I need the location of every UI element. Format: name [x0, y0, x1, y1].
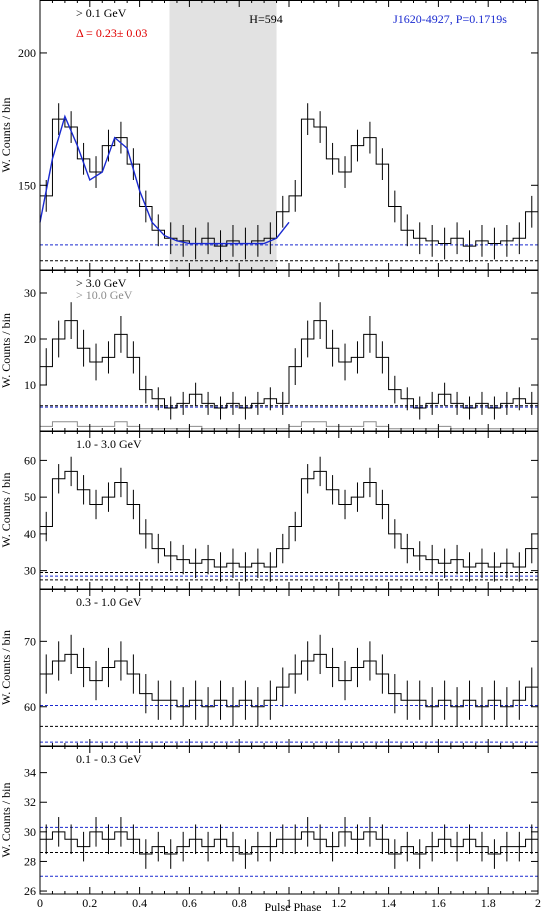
- panel-3: 30 40 50 60 1.0 - 3.0 GeV W. Counts / bin: [0, 431, 539, 590]
- x-tick-label: 0: [37, 896, 43, 910]
- y-axis-label: W. Counts / bin: [0, 783, 13, 858]
- panel-frame: [39, 0, 539, 271]
- y-axis-label: W. Counts / bin: [0, 630, 13, 705]
- model-curve: [39, 114, 290, 245]
- x-tick-label: 1.4: [381, 896, 396, 910]
- y-tick-label: 30: [24, 564, 36, 578]
- x-tick-label: 0.6: [182, 896, 197, 910]
- y-axis-label: W. Counts / bin: [0, 313, 13, 388]
- y-axis-label: W. Counts / bin: [0, 98, 13, 173]
- histogram: [40, 470, 538, 568]
- panel-title: 1.0 - 3.0 GeV: [76, 437, 142, 451]
- x-tick-label: 2: [535, 896, 541, 910]
- y-axis-label: W. Counts / bin: [0, 473, 13, 548]
- histogram: [40, 118, 538, 247]
- delta-label: Δ = 0.23± 0.03: [76, 26, 147, 40]
- x-tick-label: 0.8: [232, 896, 247, 910]
- panel-title: 0.3 - 1.0 GeV: [76, 595, 142, 609]
- y-tick-label: 70: [24, 634, 36, 648]
- y-tick-label: 50: [24, 490, 36, 504]
- y-tick-label: 32: [24, 795, 36, 809]
- x-tick-label: 1.6: [431, 896, 446, 910]
- htest-label: H=594: [249, 12, 282, 26]
- y-tick-label: 40: [24, 527, 36, 541]
- x-tick-label: 1.2: [331, 896, 346, 910]
- x-axis-label: Pulse Phase: [265, 900, 322, 914]
- y-tick-label: 10: [24, 378, 36, 392]
- panel-5: 26 28 30 32 34 0 0.2 0.4 0.6 0.8 1 1.2 1.4 1.6 1.8 2 0.1…: [0, 746, 541, 910]
- panel-1: 150 200 > 0.1 GeV W. Counts / bin: [0, 0, 539, 271]
- y-tick-label: 20: [24, 332, 36, 346]
- panel-title: > 3.0 GeV: [76, 276, 127, 290]
- y-tick-label: 200: [18, 46, 36, 60]
- histogram: [40, 653, 538, 708]
- panel-title: > 0.1 GeV: [76, 6, 127, 20]
- histogram: [40, 320, 538, 409]
- y-tick-label: 30: [24, 286, 36, 300]
- y-tick-label: 30: [24, 825, 36, 839]
- y-tick-label: 28: [24, 854, 36, 868]
- x-tick-label: 0.4: [132, 896, 147, 910]
- y-tick-label: 26: [24, 884, 36, 898]
- y-tick-label: 60: [24, 453, 36, 467]
- y-tick-label: 150: [18, 178, 36, 192]
- offpulse-region: [169, 0, 277, 270]
- y-tick-label: 34: [24, 766, 36, 780]
- x-tick-label: 0.2: [82, 896, 97, 910]
- x-tick-label: 1: [286, 896, 292, 910]
- panel-title: 0.1 - 0.3 GeV: [76, 752, 142, 766]
- pulsar-label: J1620-4927, P=0.1719s: [393, 12, 507, 26]
- panel-frame: [39, 746, 539, 895]
- histogram: [40, 831, 538, 855]
- x-tick-label: 1.8: [481, 896, 496, 910]
- y-tick-label: 60: [24, 700, 36, 714]
- panel-2: 10 20 30 > 3.0 GeV> 10.0 GeV W. Counts / bin: [0, 270, 539, 432]
- panel-subtitle: > 10.0 GeV: [76, 288, 133, 302]
- panel-4: 60 70 0.3 - 1.0 GeV W. Counts / bin: [0, 589, 539, 747]
